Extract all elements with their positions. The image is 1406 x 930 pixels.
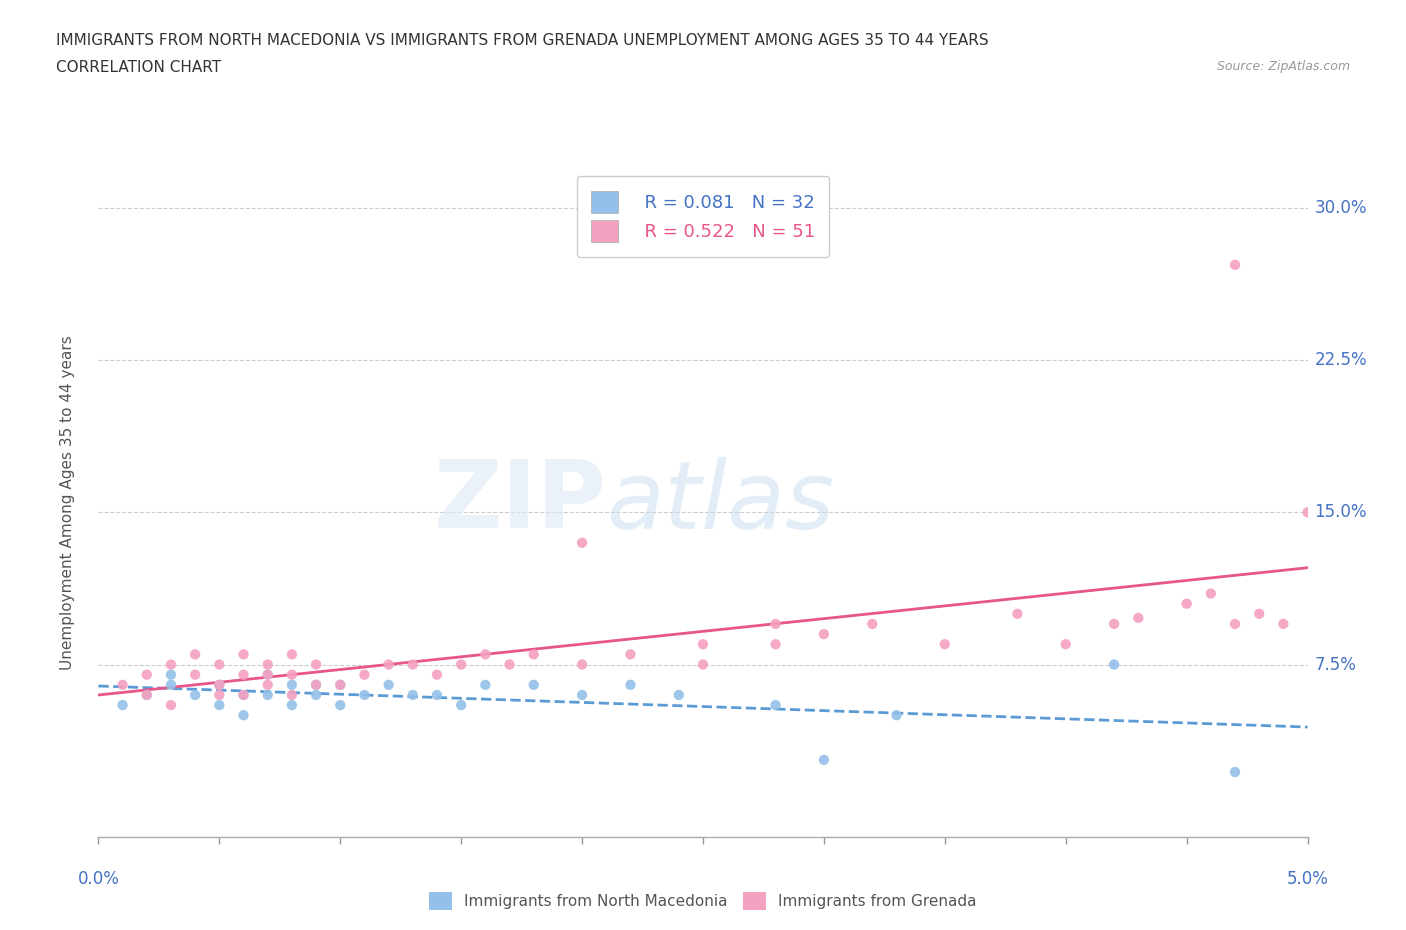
Point xyxy=(135,687,157,702)
Point xyxy=(860,617,883,631)
Point xyxy=(1175,596,1198,611)
Point xyxy=(402,687,425,702)
Point xyxy=(619,677,641,692)
Point xyxy=(813,752,835,767)
Point xyxy=(184,687,207,702)
Point xyxy=(305,677,328,692)
Point xyxy=(765,637,787,652)
Point xyxy=(474,677,496,692)
Point xyxy=(571,687,593,702)
Point xyxy=(111,698,134,712)
Point xyxy=(1007,606,1029,621)
Point xyxy=(329,677,352,692)
Point xyxy=(232,687,254,702)
Point xyxy=(160,677,183,692)
Point xyxy=(571,536,593,551)
Point xyxy=(377,677,399,692)
Point xyxy=(1296,505,1319,520)
Point xyxy=(232,667,254,682)
Point xyxy=(1102,658,1125,672)
Point xyxy=(160,658,183,672)
Point xyxy=(668,687,690,702)
Text: CORRELATION CHART: CORRELATION CHART xyxy=(56,60,221,75)
Text: IMMIGRANTS FROM NORTH MACEDONIA VS IMMIGRANTS FROM GRENADA UNEMPLOYMENT AMONG AG: IMMIGRANTS FROM NORTH MACEDONIA VS IMMIG… xyxy=(56,33,988,47)
Point xyxy=(256,687,278,702)
Text: 15.0%: 15.0% xyxy=(1315,503,1367,522)
Point xyxy=(208,658,231,672)
Point xyxy=(281,667,304,682)
Point xyxy=(523,677,546,692)
Point xyxy=(1272,617,1295,631)
Point xyxy=(256,677,278,692)
Point xyxy=(1249,606,1271,621)
Point xyxy=(184,647,207,662)
Text: ZIP: ZIP xyxy=(433,457,606,548)
Point xyxy=(281,687,304,702)
Point xyxy=(208,677,231,692)
Point xyxy=(329,698,352,712)
Text: 7.5%: 7.5% xyxy=(1315,656,1357,673)
Point xyxy=(934,637,956,652)
Point xyxy=(619,647,641,662)
Point xyxy=(886,708,908,723)
Point xyxy=(208,687,231,702)
Point xyxy=(402,658,425,672)
Point xyxy=(208,698,231,712)
Point xyxy=(498,658,520,672)
Text: Source: ZipAtlas.com: Source: ZipAtlas.com xyxy=(1216,60,1350,73)
Point xyxy=(160,667,183,682)
Text: 0.0%: 0.0% xyxy=(77,870,120,887)
Point xyxy=(1223,617,1246,631)
Point xyxy=(377,658,399,672)
Text: atlas: atlas xyxy=(606,457,835,548)
Point xyxy=(1223,258,1246,272)
Point xyxy=(232,647,254,662)
Point xyxy=(184,667,207,682)
Point xyxy=(305,687,328,702)
Point xyxy=(765,617,787,631)
Point xyxy=(256,667,278,682)
Point xyxy=(523,647,546,662)
Point xyxy=(474,647,496,662)
Point xyxy=(692,637,714,652)
Point xyxy=(450,698,472,712)
Point xyxy=(281,647,304,662)
Point xyxy=(353,687,375,702)
Point xyxy=(1223,764,1246,779)
Point xyxy=(232,708,254,723)
Point xyxy=(1199,586,1222,601)
Legend: Immigrants from North Macedonia, Immigrants from Grenada: Immigrants from North Macedonia, Immigra… xyxy=(423,885,983,916)
Y-axis label: Unemployment Among Ages 35 to 44 years: Unemployment Among Ages 35 to 44 years xyxy=(60,335,75,670)
Point xyxy=(305,658,328,672)
Point xyxy=(1054,637,1077,652)
Point xyxy=(1102,617,1125,631)
Point xyxy=(571,658,593,672)
Point xyxy=(353,667,375,682)
Point xyxy=(281,677,304,692)
Point xyxy=(111,677,134,692)
Point xyxy=(281,698,304,712)
Text: 5.0%: 5.0% xyxy=(1286,870,1329,887)
Point xyxy=(426,687,449,702)
Point xyxy=(765,698,787,712)
Point xyxy=(135,687,157,702)
Point xyxy=(1128,610,1150,625)
Point xyxy=(305,677,328,692)
Point xyxy=(692,658,714,672)
Point xyxy=(232,687,254,702)
Text: 22.5%: 22.5% xyxy=(1315,352,1367,369)
Point xyxy=(208,677,231,692)
Point xyxy=(160,698,183,712)
Point xyxy=(426,667,449,682)
Text: 30.0%: 30.0% xyxy=(1315,199,1367,217)
Point xyxy=(450,658,472,672)
Point xyxy=(813,627,835,642)
Point xyxy=(135,667,157,682)
Point xyxy=(256,658,278,672)
Point xyxy=(329,677,352,692)
Point xyxy=(256,667,278,682)
